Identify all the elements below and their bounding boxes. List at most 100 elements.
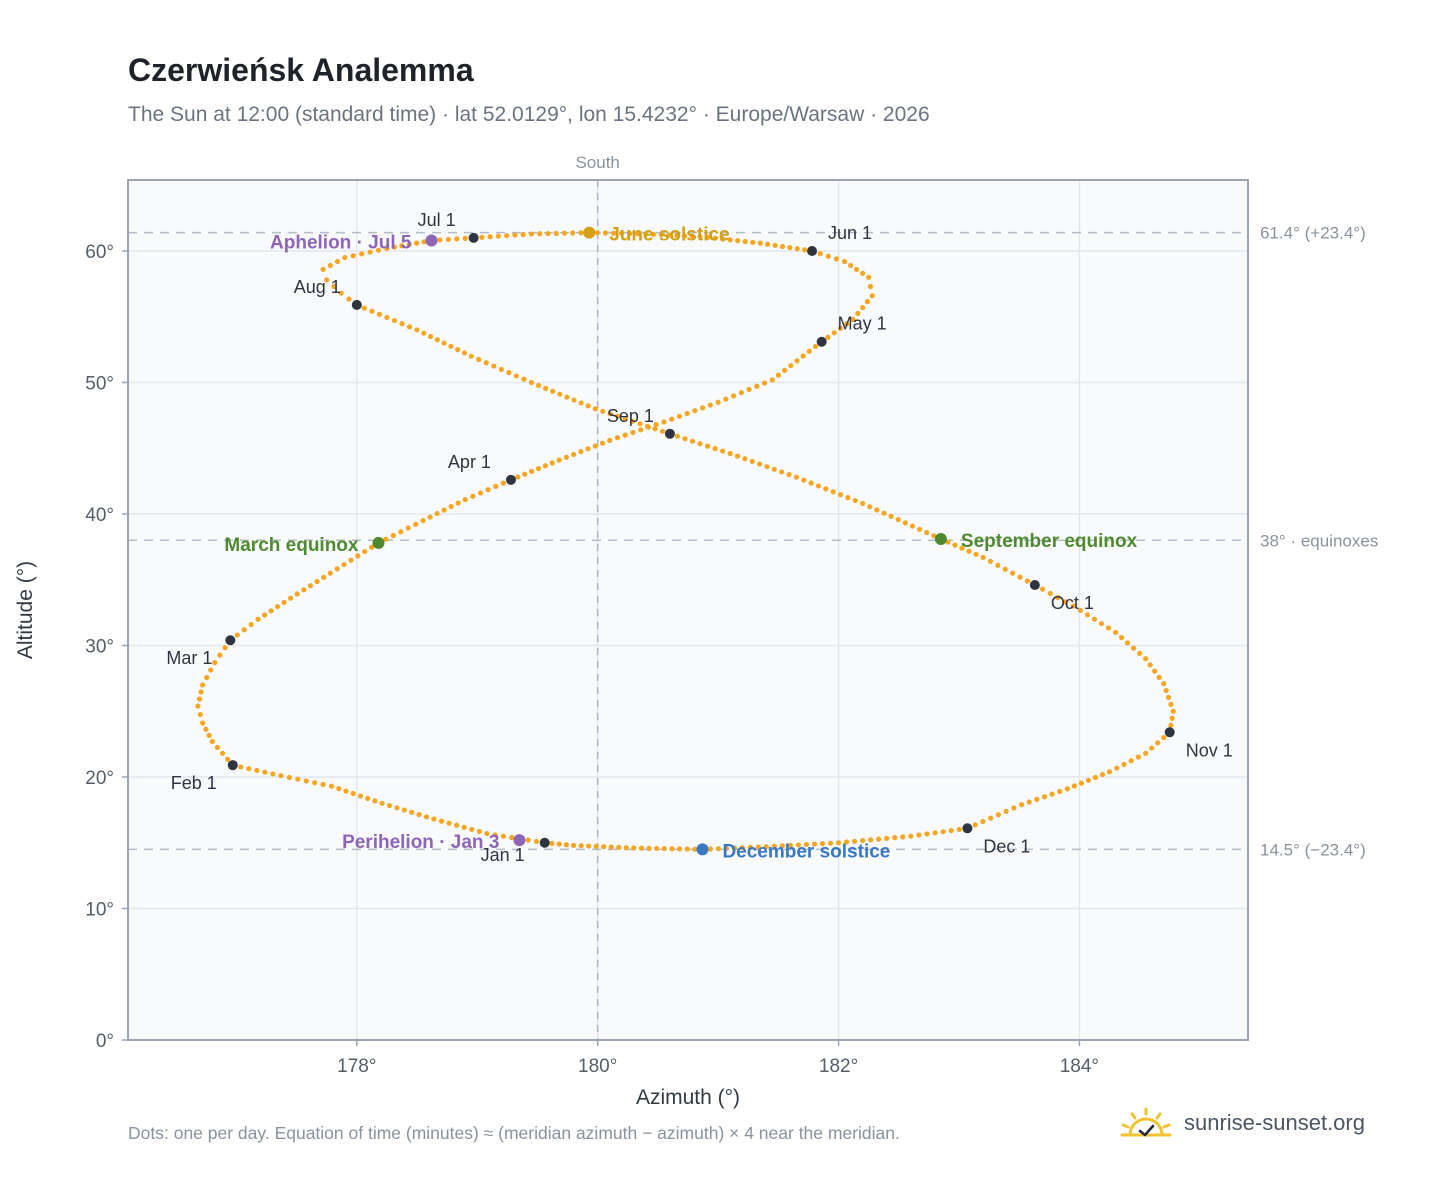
analemma-dot <box>594 230 600 236</box>
x-tick-label: 180° <box>578 1056 617 1077</box>
analemma-dot <box>498 366 504 372</box>
plot-background <box>128 180 1248 1040</box>
analemma-dot <box>727 450 733 457</box>
analemma-dot <box>341 561 347 568</box>
month-marker <box>539 837 550 848</box>
analemma-dot <box>320 781 326 788</box>
analemma-dot <box>712 235 718 241</box>
analemma-dot <box>203 726 209 732</box>
month-marker <box>664 428 675 439</box>
month-marker <box>225 635 236 646</box>
analemma-dot <box>723 396 729 402</box>
y-tick-label: 40° <box>85 505 114 526</box>
analemma-dot <box>542 463 548 469</box>
y-tick-label: 0° <box>96 1031 114 1052</box>
analemma-dot <box>1149 745 1155 751</box>
analemma-dot <box>327 570 333 576</box>
analemma-dot <box>409 809 415 815</box>
analemma-dot <box>413 521 419 527</box>
analemma-dot <box>599 440 606 446</box>
analemma-dot <box>212 659 218 666</box>
analemma-dot <box>844 321 850 327</box>
analemma-dot <box>630 429 636 436</box>
analemma-dot <box>689 233 695 239</box>
analemma-dot <box>689 438 696 444</box>
analemma-dot <box>455 500 461 506</box>
analemma-dot <box>355 553 361 559</box>
analemma-dot <box>720 236 726 242</box>
analemma-dot <box>1155 740 1161 746</box>
analemma-dot <box>254 767 260 774</box>
analemma-dot <box>357 793 364 799</box>
analemma-dot <box>343 788 349 794</box>
analemma-dot <box>811 841 818 847</box>
analemma-dot <box>1017 574 1023 580</box>
analemma-dot <box>1098 620 1105 627</box>
analemma-dot <box>615 413 621 419</box>
analemma-dot <box>461 350 468 356</box>
month-label: Mar 1 <box>166 648 212 668</box>
analemma-dot <box>860 500 866 507</box>
analemma-dot <box>525 837 531 843</box>
analemma-dot <box>1039 586 1046 592</box>
analemma-dot <box>585 446 591 452</box>
event-marker <box>583 226 596 239</box>
analemma-dot <box>484 830 490 837</box>
analemma-dot <box>1147 662 1153 668</box>
analemma-dot <box>959 545 965 551</box>
analemma-dot <box>843 839 850 845</box>
analemma-dot <box>468 353 474 359</box>
analemma-dot <box>627 230 633 237</box>
analemma-dot <box>206 732 212 738</box>
brand[interactable]: sunrise-sunset.org <box>1118 1100 1365 1146</box>
y-axis-ticks: 0° 10° 20° 30° 40° 50° 60° <box>85 242 128 1052</box>
analemma-dot <box>504 233 510 239</box>
analemma-dot <box>800 353 806 359</box>
analemma-dot <box>495 233 502 239</box>
analemma-dot <box>600 408 606 414</box>
analemma-dot <box>427 514 433 520</box>
analemma-dot <box>1137 650 1143 656</box>
analemma-dot <box>578 843 584 849</box>
analemma-dot <box>328 783 335 789</box>
analemma-dot <box>1168 722 1174 728</box>
analemma-dot <box>952 542 958 548</box>
analemma-dot <box>825 334 831 340</box>
analemma-dot <box>578 400 584 406</box>
analemma-dot <box>327 262 333 269</box>
analemma-dot <box>674 433 681 439</box>
analemma-dot <box>845 495 851 501</box>
analemma-dot <box>434 337 440 343</box>
analemma-dot <box>270 771 276 777</box>
month-label: Aug 1 <box>294 277 341 297</box>
analemma-dot <box>908 833 914 839</box>
analemma-dot <box>286 774 292 781</box>
plot-frame <box>127 179 1249 1041</box>
analemma-dot <box>769 377 775 383</box>
analemma-dot <box>1077 607 1084 614</box>
analemma-dot <box>557 391 563 397</box>
analemma-dot <box>553 230 559 236</box>
analemma-dot <box>1170 708 1176 714</box>
analemma-dot <box>414 327 420 333</box>
analemma-dot <box>707 846 714 852</box>
analemma-dot <box>570 842 577 848</box>
analemma-dot <box>255 616 261 622</box>
analemma-dot <box>638 427 644 433</box>
analemma-dot <box>535 465 542 472</box>
analemma-dot <box>707 402 713 408</box>
brand-name[interactable]: sunrise-sunset.org <box>1184 1110 1365 1135</box>
analemma-dot <box>602 230 609 236</box>
analemma-dot <box>940 829 946 835</box>
analemma-dot <box>669 846 675 852</box>
analemma-dot <box>757 240 763 246</box>
analemma-dot <box>779 843 785 849</box>
analemma-dot <box>445 236 451 243</box>
analemma-dot <box>676 846 683 852</box>
analemma-dot <box>208 667 214 673</box>
month-label: Feb 1 <box>171 773 217 793</box>
analemma-dot <box>692 846 698 852</box>
analemma-dot <box>375 247 382 253</box>
month-label: Apr 1 <box>448 452 491 472</box>
